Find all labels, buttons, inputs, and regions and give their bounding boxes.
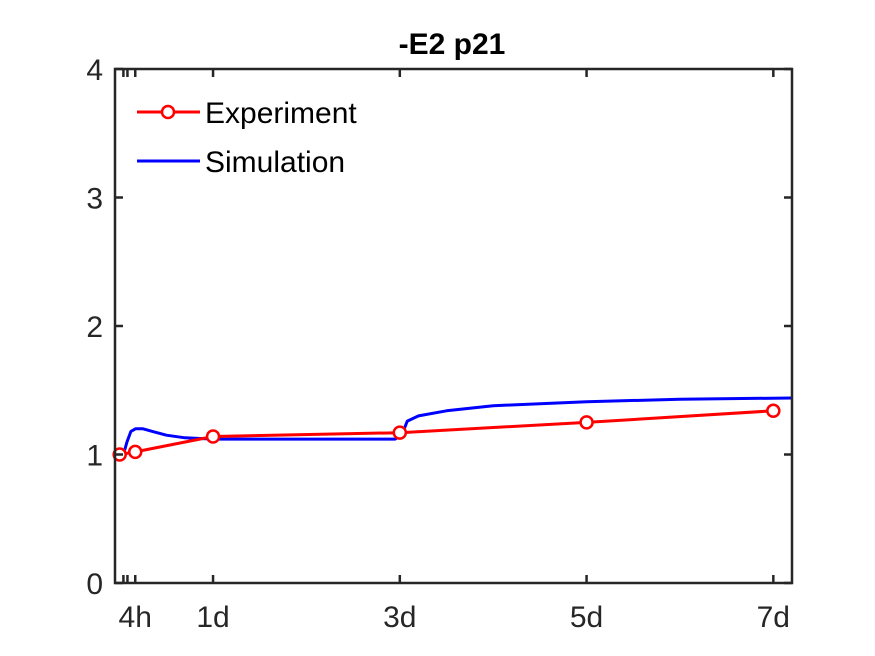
data-point: [392, 425, 408, 440]
plot-area: [112, 396, 792, 462]
data-point: [127, 444, 143, 460]
data-point: [579, 415, 594, 430]
legend-label-experiment: Experiment: [205, 97, 357, 130]
chart-title: -E2 p21: [399, 28, 506, 61]
x-tick-label: 1d: [196, 601, 229, 634]
y-tick-label: 3: [86, 183, 103, 216]
data-point: [205, 429, 221, 444]
x-tick-label: 5d: [570, 601, 603, 634]
y-tick-label: 2: [86, 311, 103, 344]
data-point: [766, 403, 781, 419]
x-tick-label: 7d: [757, 601, 790, 634]
legend-marker: [160, 104, 176, 120]
series-line-simulation: [119, 396, 792, 456]
axes: 0 1 2 3 4 4h 1d 3d 5d 7d: [86, 54, 794, 634]
legend-label-simulation: Simulation: [205, 146, 345, 179]
x-tick-label: 4h: [119, 601, 152, 634]
x-tick-label: 3d: [383, 601, 416, 634]
legend: Experiment Simulation: [137, 97, 357, 179]
y-tick-label: 0: [86, 568, 103, 601]
y-tick-label: 1: [86, 440, 103, 473]
y-tick-label: 4: [86, 54, 103, 87]
